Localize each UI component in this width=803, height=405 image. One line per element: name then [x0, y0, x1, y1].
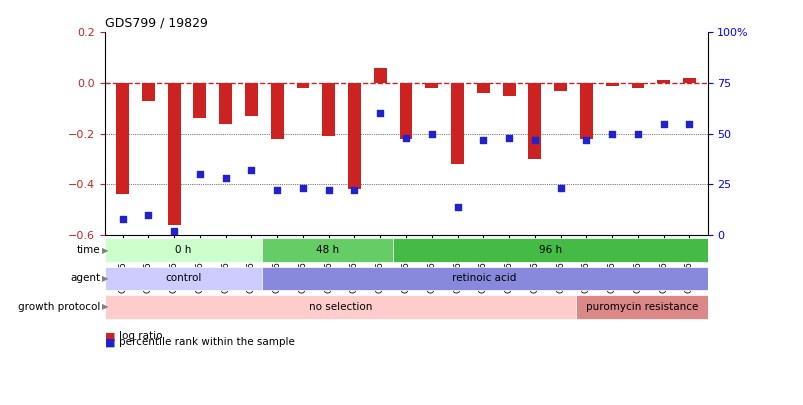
Point — [168, 228, 181, 234]
Bar — [553, 83, 566, 91]
Text: puromycin resistance: puromycin resistance — [585, 302, 697, 312]
Bar — [348, 83, 361, 190]
Point — [450, 203, 463, 210]
Text: 96 h: 96 h — [538, 245, 561, 255]
FancyBboxPatch shape — [576, 295, 707, 319]
Point — [245, 167, 258, 173]
Bar — [579, 83, 592, 139]
Point — [657, 120, 670, 127]
Text: log ratio: log ratio — [119, 331, 162, 341]
Text: retinoic acid: retinoic acid — [452, 273, 516, 283]
Bar — [605, 83, 618, 85]
Point — [271, 187, 283, 194]
FancyBboxPatch shape — [104, 238, 262, 262]
Text: ▶: ▶ — [102, 274, 108, 283]
Bar — [296, 83, 309, 88]
Bar — [630, 83, 643, 88]
Text: ▶: ▶ — [102, 245, 108, 255]
Point — [528, 136, 540, 143]
FancyBboxPatch shape — [393, 238, 707, 262]
FancyBboxPatch shape — [262, 266, 707, 290]
Bar — [425, 83, 438, 88]
Bar — [168, 83, 181, 225]
FancyBboxPatch shape — [104, 295, 576, 319]
Text: ■: ■ — [104, 331, 115, 341]
Point — [116, 215, 128, 222]
Bar — [116, 83, 128, 194]
Bar — [271, 83, 283, 139]
Text: 48 h: 48 h — [316, 245, 339, 255]
Text: 0 h: 0 h — [175, 245, 191, 255]
Text: agent: agent — [71, 273, 100, 283]
Point — [502, 134, 515, 141]
Point — [296, 185, 309, 192]
Bar — [194, 83, 206, 119]
FancyBboxPatch shape — [104, 266, 262, 290]
Bar — [219, 83, 232, 124]
Bar — [476, 83, 489, 93]
Bar — [322, 83, 335, 136]
Text: time: time — [77, 245, 100, 255]
Point — [425, 130, 438, 137]
Bar — [502, 83, 515, 96]
Text: percentile rank within the sample: percentile rank within the sample — [119, 337, 295, 347]
Point — [476, 136, 489, 143]
Text: ▶: ▶ — [102, 302, 108, 311]
Bar — [450, 83, 463, 164]
Text: control: control — [165, 273, 201, 283]
Point — [399, 134, 412, 141]
Point — [194, 171, 206, 177]
Bar — [141, 83, 154, 101]
Point — [141, 211, 154, 218]
FancyBboxPatch shape — [262, 238, 393, 262]
Bar — [245, 83, 258, 116]
Text: no selection: no selection — [308, 302, 372, 312]
Text: GDS799 / 19829: GDS799 / 19829 — [104, 17, 207, 30]
Point — [579, 136, 592, 143]
Text: growth protocol: growth protocol — [18, 302, 100, 312]
Point — [630, 130, 643, 137]
Point — [348, 187, 361, 194]
Point — [683, 120, 695, 127]
Point — [373, 110, 386, 117]
Point — [219, 175, 232, 181]
Bar — [683, 78, 695, 83]
Point — [322, 187, 335, 194]
Bar — [373, 68, 386, 83]
Bar — [657, 81, 670, 83]
Bar — [528, 83, 540, 159]
Point — [553, 185, 566, 192]
Bar — [399, 83, 412, 139]
Text: ■: ■ — [104, 337, 115, 347]
Point — [605, 130, 618, 137]
